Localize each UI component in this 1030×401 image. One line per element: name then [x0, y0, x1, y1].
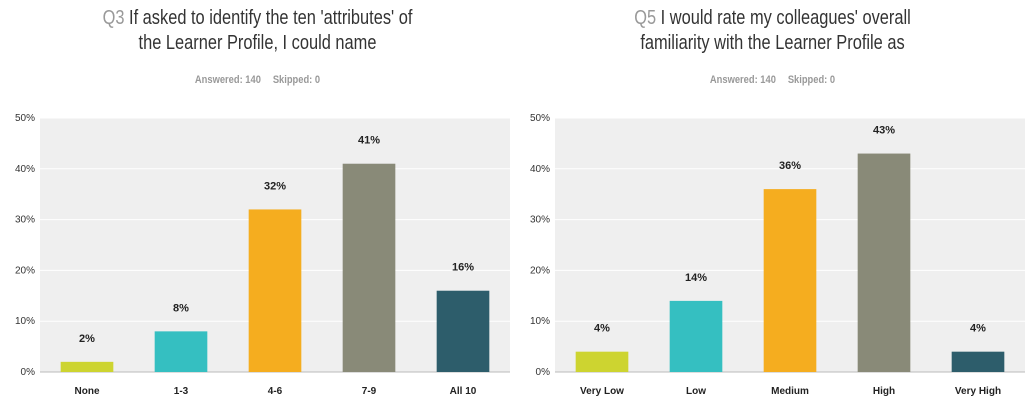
data-label: 36% [779, 160, 801, 172]
y-tick-label: 30% [530, 215, 550, 226]
data-label: 16% [452, 262, 474, 274]
answered-count: Answered: 140 [709, 74, 776, 86]
data-label: 43% [873, 125, 895, 137]
bar [575, 351, 629, 372]
skipped-count: Skipped: 0 [787, 74, 836, 86]
data-label: 14% [685, 272, 707, 284]
response-summary: Answered: 140 Skipped: 0 [39, 74, 477, 86]
y-tick-label: 40% [15, 164, 35, 175]
x-tick-label: 1-3 [174, 386, 189, 397]
title-line-2: the Learner Profile, I could name [138, 32, 377, 54]
data-label: 41% [358, 135, 380, 147]
x-tick-label: 7-9 [362, 386, 377, 397]
x-tick-label: None [75, 386, 100, 397]
x-tick-label: Medium [771, 386, 809, 397]
bar [154, 331, 208, 372]
y-tick-label: 30% [15, 215, 35, 226]
bar [60, 361, 114, 372]
bar [436, 290, 490, 372]
bar-chart-q3: 0% 10% 20% 30% 40% 50% 2% None 8% 1-3 32% 4-6 41% 7-9… [15, 113, 510, 397]
bar [857, 153, 911, 372]
x-tick-label: Very Low [580, 386, 624, 397]
chart-title: Q5 I would rate my colleagues' overall f… [561, 6, 983, 56]
title-line-1: If asked to identify the ten 'attributes… [129, 7, 413, 29]
answered-count: Answered: 140 [194, 74, 261, 86]
y-tick-label: 0% [536, 367, 551, 378]
bar-chart-q5: 0% 10% 20% 30% 40% 50% 4% Very Low 14% Low 36% Medi… [530, 113, 1025, 397]
x-tick-label: Low [686, 386, 706, 397]
y-tick-label: 50% [15, 113, 35, 124]
bar [763, 189, 817, 372]
y-tick-label: 50% [530, 113, 550, 124]
question-number: Q5 [634, 7, 657, 29]
skipped-count: Skipped: 0 [272, 74, 321, 86]
bar [951, 351, 1005, 372]
title-line-1: I would rate my colleagues' overall [660, 7, 911, 29]
y-tick-label: 40% [530, 164, 550, 175]
bar [248, 209, 302, 372]
bar [669, 300, 723, 372]
y-tick-label: 10% [530, 316, 550, 327]
data-label: 4% [594, 323, 610, 335]
data-label: 4% [970, 323, 986, 335]
x-tick-label: High [873, 386, 895, 397]
chart-title: Q3 If asked to identify the ten 'attribu… [46, 6, 468, 56]
title-line-2: familiarity with the Learner Profile as [640, 32, 905, 54]
response-summary: Answered: 140 Skipped: 0 [554, 74, 992, 86]
y-tick-label: 0% [21, 367, 36, 378]
y-tick-label: 20% [530, 265, 550, 276]
bar [342, 163, 396, 372]
question-number: Q3 [102, 7, 125, 29]
x-tick-label: 4-6 [268, 386, 283, 397]
x-tick-label: Very High [955, 386, 1001, 397]
chart-panel-q3: Q3 If asked to identify the ten 'attribu… [15, 6, 510, 397]
y-tick-label: 10% [15, 316, 35, 327]
data-label: 8% [173, 302, 189, 314]
y-tick-label: 20% [15, 265, 35, 276]
data-label: 2% [79, 333, 95, 345]
x-tick-label: All 10 [450, 386, 477, 397]
chart-panel-q5: Q5 I would rate my colleagues' overall f… [515, 0, 1030, 401]
data-label: 32% [264, 180, 286, 192]
